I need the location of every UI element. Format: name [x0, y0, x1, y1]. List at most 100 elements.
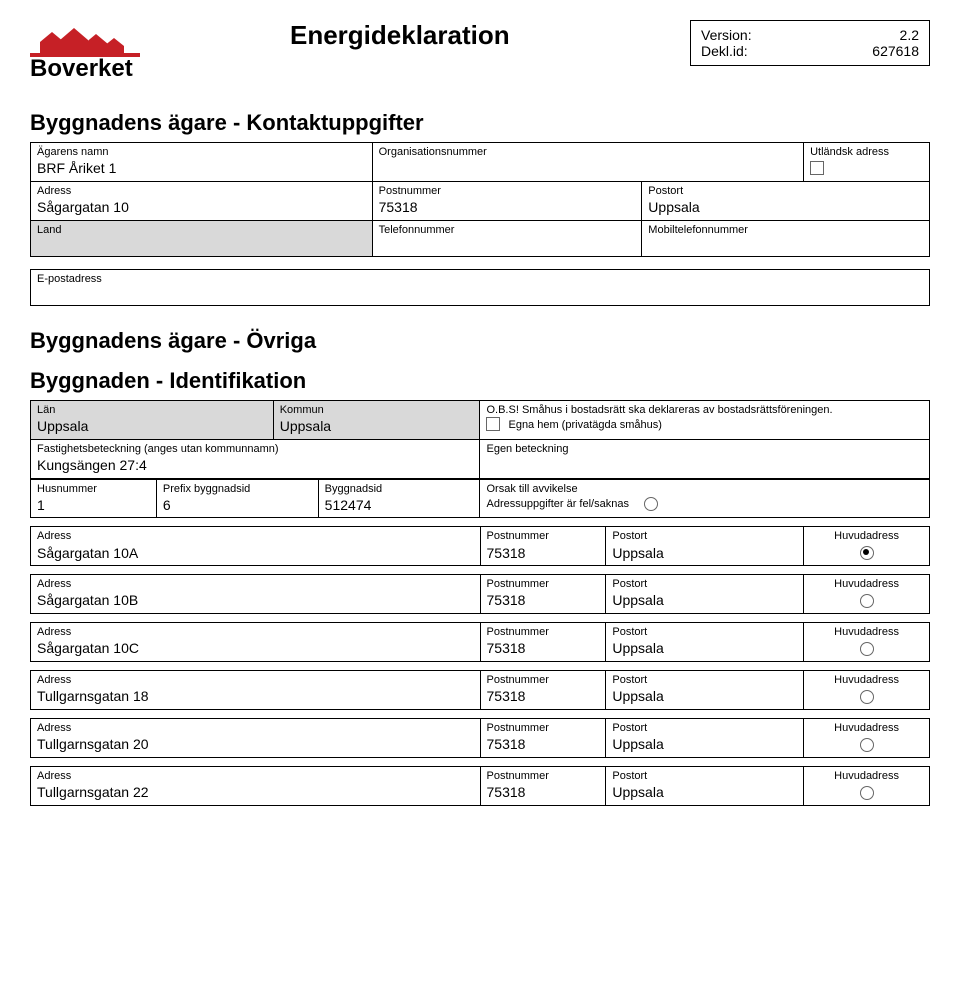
- egen-cell: Egen beteckning: [480, 439, 930, 478]
- row-adress-label: Adress: [37, 530, 474, 542]
- owner-name-label: Ägarens namn: [37, 146, 366, 158]
- egnahem-label: Egna hem (privatägda småhus): [508, 419, 661, 431]
- boverket-logo: Boverket: [30, 20, 230, 80]
- doc-title: Energideklaration: [290, 20, 670, 51]
- tel-cell: Telefonnummer: [372, 220, 642, 256]
- row-post-cell: Postnummer 75318: [480, 671, 606, 710]
- bygg-label: Byggnadsid: [325, 483, 474, 495]
- huvudadress-radio[interactable]: [860, 546, 874, 560]
- row-post-cell: Postnummer 75318: [480, 719, 606, 758]
- prefix-value: 6: [163, 497, 171, 513]
- owner-contact-table: Ägarens namn BRF Åriket 1 Organisationsn…: [30, 142, 930, 257]
- row-huvud-label: Huvudadress: [810, 770, 923, 782]
- row-adress-cell: Adress Tullgarnsgatan 18: [31, 671, 481, 710]
- orsak-text: Adressuppgifter är fel/saknas: [486, 498, 628, 510]
- row-huvud-label: Huvudadress: [810, 578, 923, 590]
- row-huvud-cell: Huvudadress: [804, 766, 930, 805]
- bygg-value: 512474: [325, 497, 372, 513]
- prefix-cell: Prefix byggnadsid 6: [156, 479, 318, 518]
- row-city-label: Postort: [612, 530, 797, 542]
- huvudadress-radio[interactable]: [860, 690, 874, 704]
- row-post-cell: Postnummer 75318: [480, 527, 606, 566]
- mobil-cell: Mobiltelefonnummer: [642, 220, 930, 256]
- mobil-label: Mobiltelefonnummer: [648, 224, 923, 236]
- svg-text:Boverket: Boverket: [30, 55, 133, 80]
- fast-value: Kungsängen 27:4: [37, 457, 147, 473]
- row-adress-cell: Adress Sågargatan 10A: [31, 527, 481, 566]
- row-adress-value: Tullgarnsgatan 20: [37, 736, 149, 752]
- deklid-value: 627618: [872, 43, 919, 59]
- address-row: Adress Sågargatan 10C Postnummer 75318 P…: [30, 622, 930, 662]
- obs-cell: O.B.S! Småhus i bostadsrätt ska deklarer…: [480, 400, 930, 439]
- row-post-cell: Postnummer 75318: [480, 766, 606, 805]
- obs-text: O.B.S! Småhus i bostadsrätt ska deklarer…: [486, 404, 923, 416]
- foreign-checkbox[interactable]: [810, 161, 824, 175]
- foreign-cell: Utländsk adress: [804, 143, 930, 182]
- version-label: Version:: [701, 27, 752, 43]
- row-post-label: Postnummer: [487, 674, 600, 686]
- egnahem-checkbox[interactable]: [486, 417, 500, 431]
- land-cell: Land: [31, 220, 373, 256]
- hus-value: 1: [37, 497, 45, 513]
- row-city-label: Postort: [612, 722, 797, 734]
- row-adress-cell: Adress Tullgarnsgatan 22: [31, 766, 481, 805]
- row-adress-value: Sågargatan 10C: [37, 640, 139, 656]
- row-city-cell: Postort Uppsala: [606, 623, 804, 662]
- post-label: Postnummer: [379, 185, 636, 197]
- address-row: Adress Tullgarnsgatan 20 Postnummer 7531…: [30, 718, 930, 758]
- row-city-value: Uppsala: [612, 545, 663, 561]
- row-huvud-cell: Huvudadress: [804, 527, 930, 566]
- row-huvud-label: Huvudadress: [810, 626, 923, 638]
- row-adress-label: Adress: [37, 674, 474, 686]
- header: Boverket Energideklaration Version: 2.2 …: [30, 20, 930, 80]
- section1-title: Byggnadens ägare - Kontaktuppgifter: [30, 110, 930, 136]
- row-city-cell: Postort Uppsala: [606, 766, 804, 805]
- kommun-label: Kommun: [280, 404, 474, 416]
- fast-label: Fastighetsbeteckning (anges utan kommunn…: [37, 443, 473, 455]
- bygg-cell: Byggnadsid 512474: [318, 479, 480, 518]
- row-adress-label: Adress: [37, 770, 474, 782]
- tel-label: Telefonnummer: [379, 224, 636, 236]
- ident-table-1: Län Uppsala Kommun Uppsala O.B.S! Småhus…: [30, 400, 930, 479]
- hus-cell: Husnummer 1: [31, 479, 157, 518]
- row-city-value: Uppsala: [612, 784, 663, 800]
- kommun-value: Uppsala: [280, 418, 331, 434]
- orsak-radio[interactable]: [644, 497, 658, 511]
- post-cell: Postnummer 75318: [372, 181, 642, 220]
- fast-cell: Fastighetsbeteckning (anges utan kommunn…: [31, 439, 480, 478]
- ident-table-2: Husnummer 1 Prefix byggnadsid 6 Byggnads…: [30, 479, 930, 519]
- huvudadress-radio[interactable]: [860, 594, 874, 608]
- org-cell: Organisationsnummer: [372, 143, 804, 182]
- addr-value: Sågargatan 10: [37, 199, 129, 215]
- email-table: E-postadress: [30, 269, 930, 306]
- row-city-label: Postort: [612, 626, 797, 638]
- row-city-value: Uppsala: [612, 688, 663, 704]
- hus-label: Husnummer: [37, 483, 150, 495]
- huvudadress-radio[interactable]: [860, 786, 874, 800]
- city-label: Postort: [648, 185, 923, 197]
- row-city-label: Postort: [612, 674, 797, 686]
- row-post-value: 75318: [487, 592, 526, 608]
- version-value: 2.2: [900, 27, 919, 43]
- lan-cell: Län Uppsala: [31, 400, 274, 439]
- row-city-label: Postort: [612, 770, 797, 782]
- row-adress-value: Sågargatan 10B: [37, 592, 138, 608]
- land-label: Land: [37, 224, 366, 236]
- row-huvud-label: Huvudadress: [810, 674, 923, 686]
- row-post-cell: Postnummer 75318: [480, 623, 606, 662]
- post-value: 75318: [379, 199, 418, 215]
- address-row: Adress Sågargatan 10A Postnummer 75318 P…: [30, 526, 930, 566]
- addr-label: Adress: [37, 185, 366, 197]
- section3-title: Byggnaden - Identifikation: [30, 368, 930, 394]
- row-adress-cell: Adress Sågargatan 10B: [31, 575, 481, 614]
- row-adress-cell: Adress Tullgarnsgatan 20: [31, 719, 481, 758]
- row-post-label: Postnummer: [487, 530, 600, 542]
- huvudadress-radio[interactable]: [860, 642, 874, 656]
- row-huvud-cell: Huvudadress: [804, 623, 930, 662]
- row-post-value: 75318: [487, 736, 526, 752]
- row-post-label: Postnummer: [487, 770, 600, 782]
- huvudadress-radio[interactable]: [860, 738, 874, 752]
- row-adress-value: Tullgarnsgatan 18: [37, 688, 149, 704]
- row-huvud-label: Huvudadress: [810, 722, 923, 734]
- row-huvud-cell: Huvudadress: [804, 575, 930, 614]
